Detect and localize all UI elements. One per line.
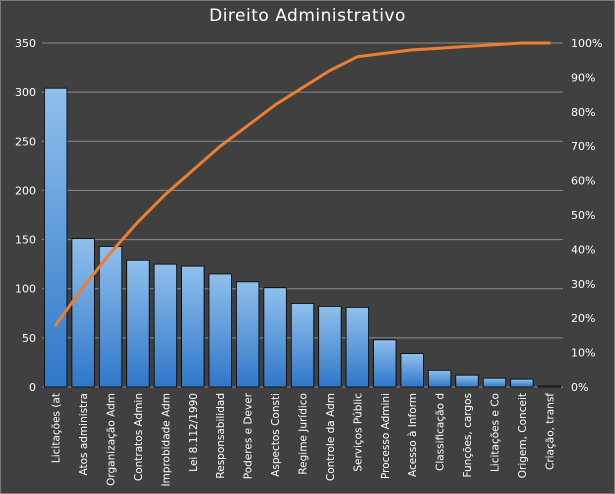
bar: [318, 306, 342, 388]
left-axis: 0 50 100 150 200 250 300 350: [15, 37, 36, 394]
y-right-tick-label: 50%: [571, 209, 595, 222]
category-label: Serviços Públic: [352, 393, 364, 472]
bar: [510, 378, 534, 388]
bar: [126, 259, 150, 388]
category-label: Regime Jurídico: [298, 393, 310, 475]
y-right-tick-label: 100%: [571, 37, 602, 50]
bar: [290, 303, 315, 388]
bar: [71, 238, 95, 388]
bar: [208, 273, 232, 388]
y-left-tick-label: 350: [15, 37, 36, 50]
y-right-tick-label: 70%: [571, 140, 595, 153]
category-label: Acesso à Inform: [407, 393, 419, 477]
category-label: Licitações e Co: [489, 393, 501, 472]
category-label: Criação, transf: [544, 393, 556, 470]
y-right-tick-label: 40%: [571, 243, 595, 256]
y-right-tick-label: 0%: [571, 381, 588, 394]
category-label: Controle da Adm: [325, 393, 337, 481]
bar: [236, 281, 260, 388]
category-label: Origem, Conceit: [517, 393, 529, 478]
y-right-tick-label: 60%: [571, 175, 595, 188]
category-label: Responsabilidad: [215, 393, 227, 479]
bar: [44, 87, 68, 388]
bars: [44, 87, 561, 388]
y-right-tick-label: 10%: [571, 347, 595, 360]
y-right-tick-label: 80%: [571, 106, 595, 119]
bar: [482, 377, 507, 388]
right-axis: 0% 10% 20% 30% 40% 50% 60% 70% 80% 90% 100%: [571, 37, 602, 394]
y-left-tick-label: 250: [15, 135, 36, 148]
y-left-tick-label: 200: [15, 184, 36, 197]
bar: [345, 306, 369, 388]
category-label: Organização Adm: [106, 393, 118, 486]
y-right-tick-label: 20%: [571, 312, 595, 325]
category-label: Atos administra: [78, 393, 90, 476]
cumulative-percent-line: [54, 41, 551, 327]
category-label: Poderes e Dever: [243, 392, 255, 479]
y-left-tick-label: 100: [15, 283, 36, 296]
category-label: Lei 8.112/1990: [188, 393, 200, 472]
bar: [427, 369, 452, 388]
bar: [455, 374, 479, 388]
bar: [537, 385, 561, 388]
y-left-tick-label: 300: [15, 86, 36, 99]
y-left-tick-label: 50: [22, 332, 36, 345]
bar: [98, 246, 123, 388]
bar: [400, 353, 424, 388]
bar: [181, 265, 205, 388]
y-left-tick-label: 150: [15, 234, 36, 247]
y-left-tick-label: 0: [29, 381, 36, 394]
category-label: Contratos Admin: [133, 393, 145, 481]
cumulative-line: [54, 41, 551, 327]
bar: [263, 287, 287, 388]
chart-title: Direito Administrativo: [209, 6, 406, 26]
gridlines: [42, 42, 563, 388]
y-right-tick-label: 30%: [571, 278, 595, 291]
bar: [153, 263, 178, 388]
category-label: Funções, cargos: [462, 393, 474, 477]
category-label: Licitações (at: [51, 393, 63, 463]
x-axis: Licitações (at Atos administra Organização…: [51, 392, 557, 486]
category-label: Processo Admini: [380, 393, 392, 479]
category-label: Classificação d: [435, 393, 447, 471]
bar: [373, 339, 397, 388]
y-right-tick-label: 90%: [571, 71, 595, 84]
category-label: Improbidade Adm: [160, 393, 172, 487]
category-label: Aspectos Consti: [270, 393, 282, 477]
